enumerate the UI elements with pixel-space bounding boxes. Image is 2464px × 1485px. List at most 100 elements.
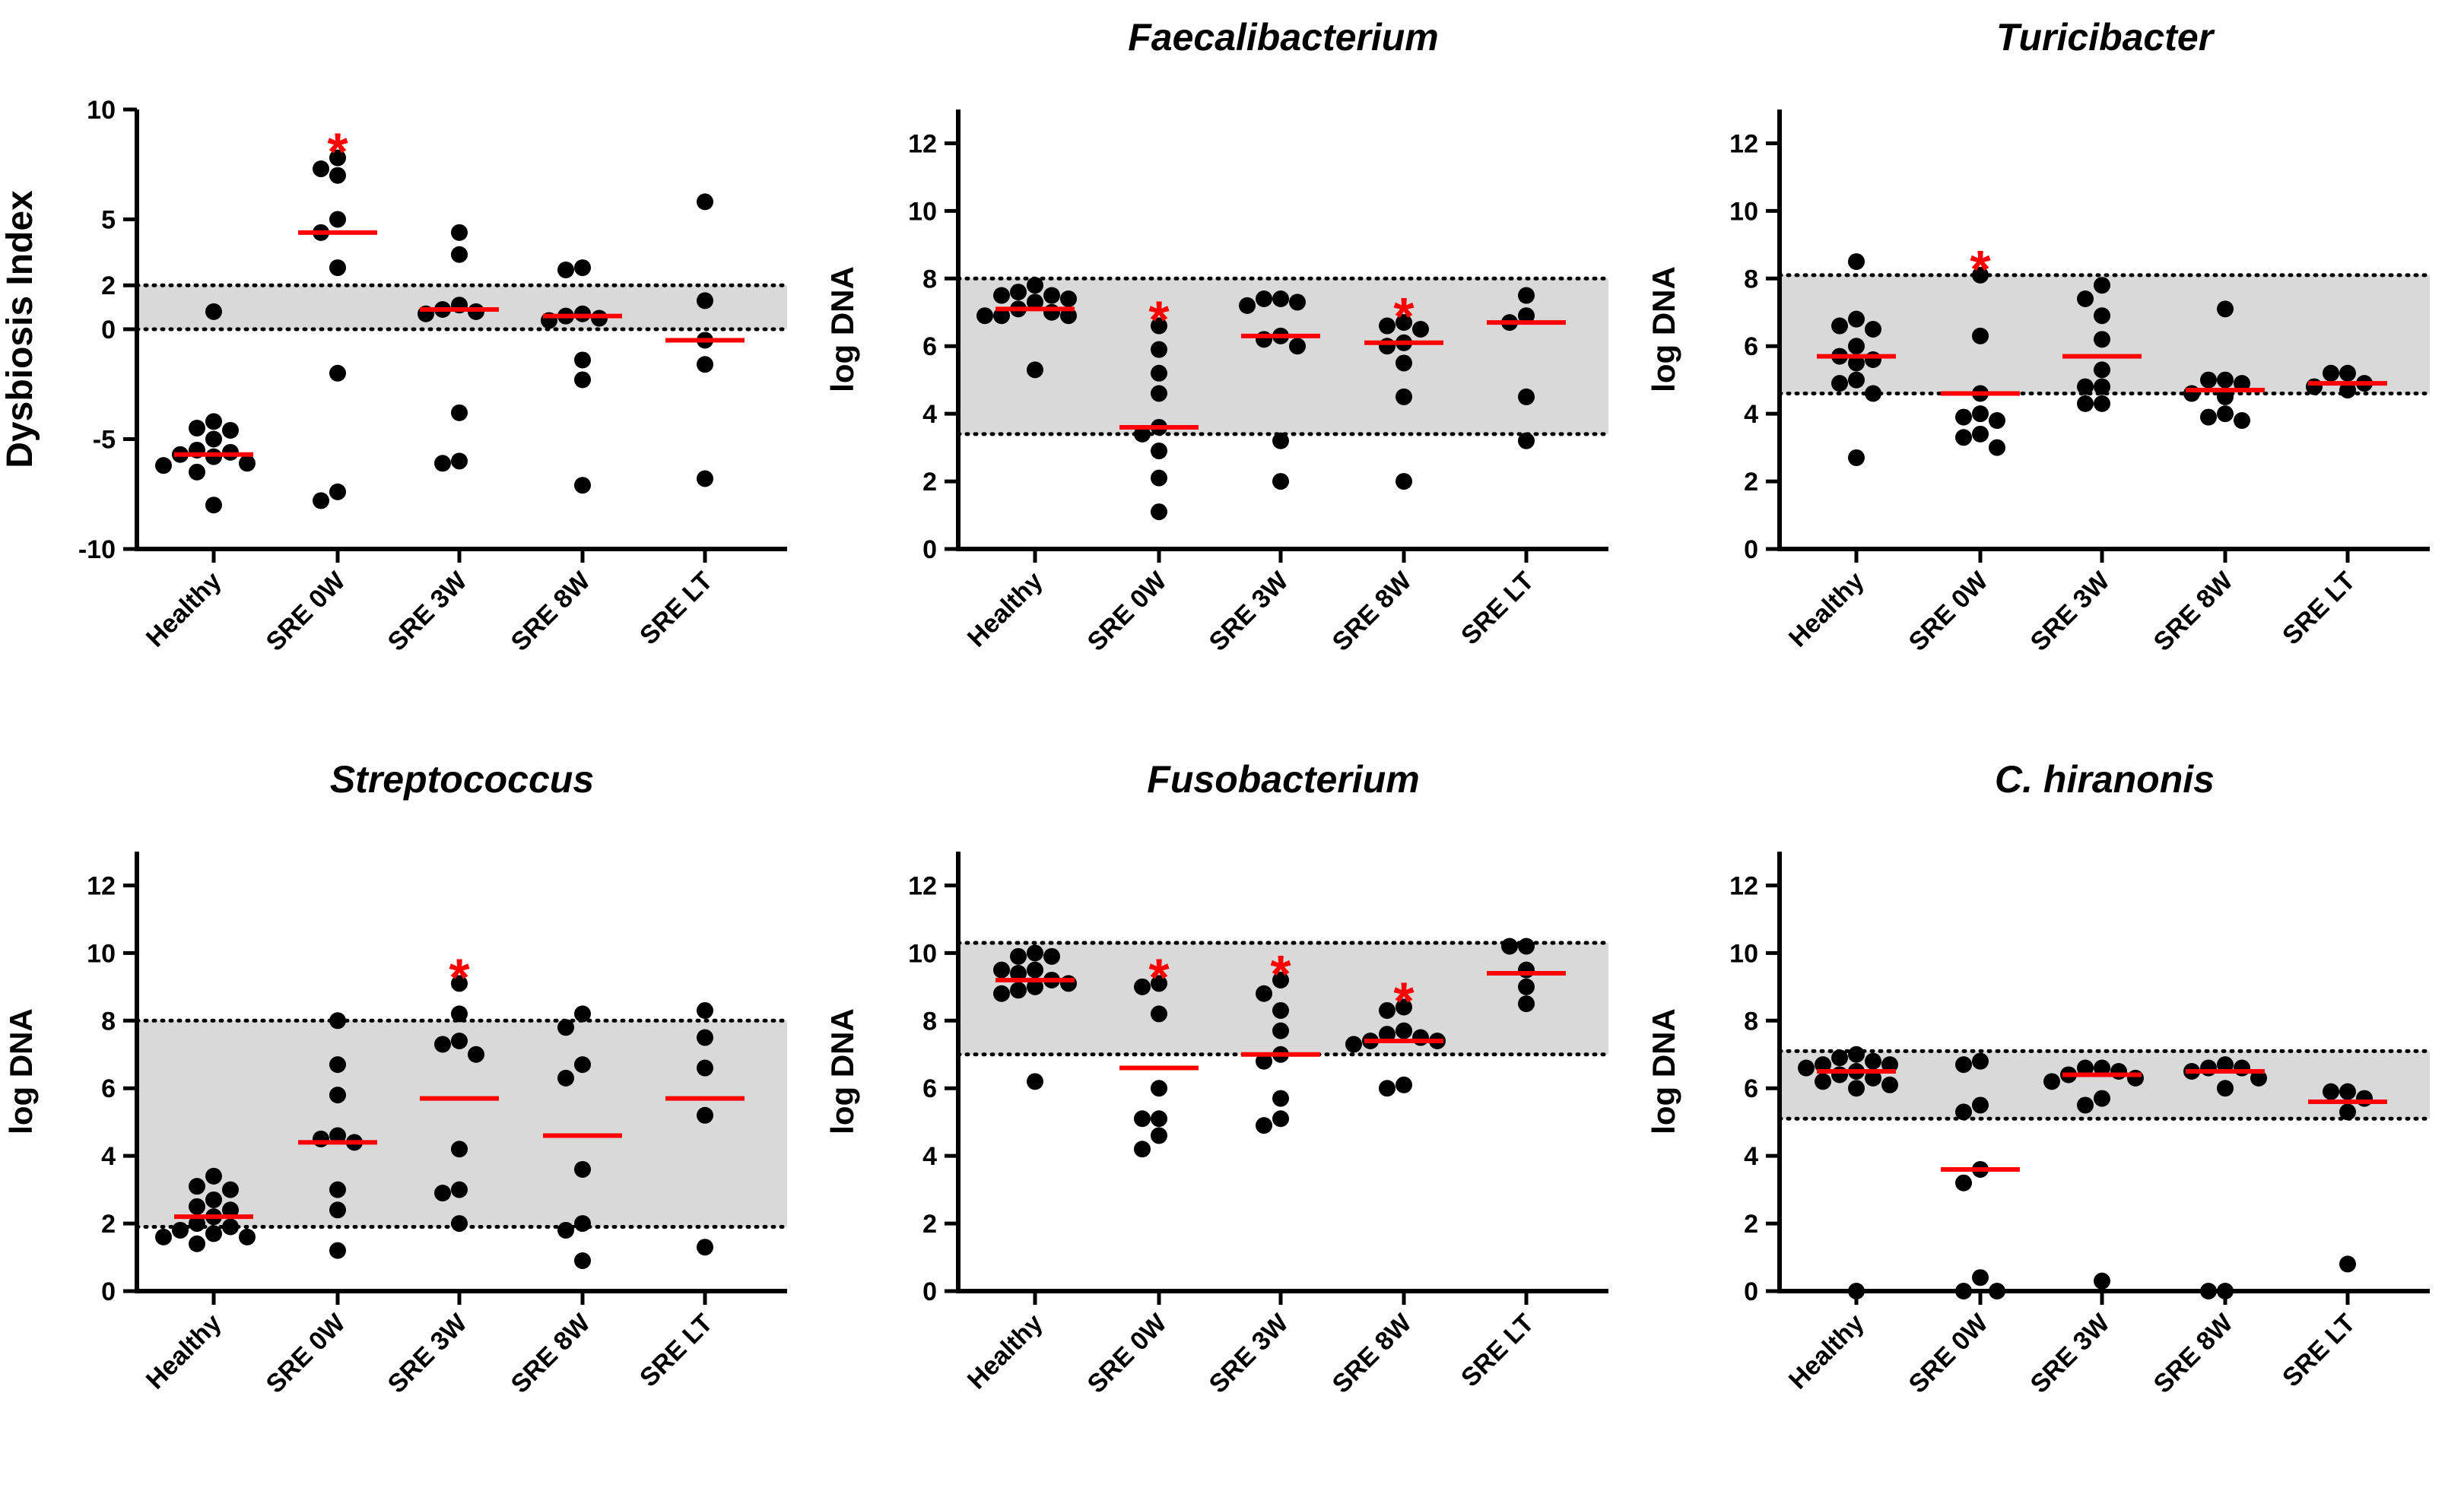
y-tick-label: 10 bbox=[87, 96, 116, 125]
data-point bbox=[1989, 412, 2005, 430]
x-tick-label: SRE LT bbox=[2277, 1309, 2361, 1393]
data-point bbox=[1848, 449, 1865, 466]
data-point bbox=[1989, 439, 2005, 456]
data-point bbox=[451, 1181, 468, 1198]
chart-svg: 0 2 4 6 8 10 12 Healthy SRE 0W SRE 3W SRE 8W SRE LT… bbox=[824, 758, 1611, 1399]
data-point bbox=[1412, 321, 1429, 338]
x-tick-label: Healthy bbox=[1783, 566, 1870, 653]
data-point bbox=[329, 1056, 346, 1074]
data-point bbox=[2356, 1090, 2373, 1107]
significance-star: * bbox=[1970, 240, 1991, 299]
data-point bbox=[451, 1032, 468, 1049]
panel-dysbiosis-index: -10 -5 0 2 5 10 Healthy SRE 0W SRE 3W SRE 8W SRE L… bbox=[0, 0, 821, 742]
data-point bbox=[1151, 385, 1167, 402]
y-tick-label: 2 bbox=[922, 1210, 937, 1239]
y-tick-label: 0 bbox=[1744, 1277, 1758, 1306]
data-point bbox=[1272, 290, 1289, 307]
x-tick-label: SRE 0W bbox=[1904, 566, 1995, 657]
y-tick-label: -10 bbox=[78, 535, 116, 564]
y-tick-label: 5 bbox=[101, 206, 116, 235]
data-point bbox=[434, 455, 451, 472]
data-point bbox=[1134, 978, 1151, 995]
y-axis-label: log DNA bbox=[1646, 266, 1681, 392]
data-point bbox=[697, 1029, 713, 1046]
y-tick-label: 4 bbox=[922, 400, 937, 429]
y-tick-label: 12 bbox=[908, 871, 937, 900]
data-point bbox=[2183, 385, 2200, 402]
data-point bbox=[451, 1215, 468, 1233]
data-point bbox=[329, 1012, 346, 1030]
data-point bbox=[189, 420, 205, 437]
data-point bbox=[2110, 1063, 2127, 1080]
data-point bbox=[1010, 982, 1027, 999]
data-point bbox=[2323, 1083, 2339, 1100]
data-point bbox=[574, 1160, 591, 1178]
data-point bbox=[976, 307, 993, 325]
x-tick-label: Healthy bbox=[141, 566, 227, 653]
data-point bbox=[451, 1141, 468, 1158]
data-point bbox=[205, 1191, 222, 1208]
y-tick-label: 2 bbox=[922, 468, 937, 497]
data-point bbox=[205, 1225, 222, 1242]
data-point bbox=[1972, 425, 1989, 443]
x-tick-label: SRE LT bbox=[634, 1309, 719, 1393]
data-point bbox=[2094, 1090, 2110, 1107]
y-tick-label: 4 bbox=[922, 1142, 937, 1171]
data-point bbox=[993, 287, 1010, 304]
x-tick-label: SRE 3W bbox=[1204, 566, 1295, 657]
data-point bbox=[1379, 1026, 1396, 1043]
data-point bbox=[1972, 1269, 1989, 1287]
data-point bbox=[1955, 1174, 1972, 1191]
y-tick-label: 6 bbox=[1744, 1074, 1758, 1103]
chart-svg: 0 2 4 6 8 10 12 Healthy SRE 0W SRE 3W SRE 8W SRE LT… bbox=[3, 758, 789, 1399]
x-tick-label: SRE 0W bbox=[261, 1308, 352, 1399]
data-point bbox=[1256, 290, 1272, 307]
x-tick-label: SRE 8W bbox=[1327, 566, 1418, 657]
data-point bbox=[2217, 1056, 2234, 1074]
data-point bbox=[1060, 307, 1077, 325]
data-point bbox=[1151, 1005, 1167, 1023]
data-point bbox=[2094, 395, 2110, 412]
x-tick-label: SRE LT bbox=[634, 566, 719, 651]
data-point bbox=[1027, 961, 1043, 979]
data-point bbox=[697, 1059, 713, 1077]
y-tick-label: 8 bbox=[101, 1007, 116, 1036]
data-point bbox=[1272, 473, 1289, 490]
y-tick-label: 0 bbox=[922, 535, 937, 564]
data-point bbox=[2339, 1255, 2356, 1273]
data-point bbox=[2339, 1103, 2356, 1121]
data-point bbox=[1396, 1076, 1412, 1093]
chart-svg: 0 2 4 6 8 10 12 Healthy SRE 0W SRE 3W SRE 8W SRE LT… bbox=[1646, 16, 2432, 657]
data-point bbox=[2127, 1069, 2144, 1087]
data-point bbox=[1972, 327, 1989, 344]
x-tick-label: SRE 0W bbox=[261, 566, 352, 657]
data-point bbox=[574, 1005, 591, 1023]
data-point bbox=[1412, 1029, 1429, 1046]
y-tick-label: 12 bbox=[1729, 129, 1758, 158]
y-tick-label: 6 bbox=[101, 1074, 116, 1103]
data-point bbox=[1815, 1056, 1831, 1074]
y-tick-label: 12 bbox=[87, 871, 116, 900]
chart-svg: 0 2 4 6 8 10 12 Healthy SRE 0W SRE 3W SRE 8W SRE LT… bbox=[824, 16, 1611, 657]
data-point bbox=[1518, 961, 1535, 979]
y-tick-label: 2 bbox=[1744, 468, 1758, 497]
x-tick-label: SRE 0W bbox=[1082, 1308, 1173, 1399]
y-tick-label: 10 bbox=[1729, 197, 1758, 226]
data-point bbox=[329, 1181, 346, 1198]
chart-svg: -10 -5 0 2 5 10 Healthy SRE 0W SRE 3W SRE 8W SRE L… bbox=[0, 96, 789, 657]
data-point bbox=[1972, 1096, 1989, 1114]
data-point bbox=[329, 1087, 346, 1104]
x-tick-label: Healthy bbox=[1783, 1309, 1870, 1395]
data-point bbox=[2306, 378, 2323, 395]
data-point bbox=[239, 455, 256, 472]
y-tick-label: 10 bbox=[908, 197, 937, 226]
data-point bbox=[1865, 1052, 1881, 1070]
y-tick-label: 2 bbox=[101, 1210, 116, 1239]
y-tick-label: 6 bbox=[1744, 332, 1758, 361]
significance-star: * bbox=[1393, 287, 1415, 346]
data-point bbox=[2200, 1059, 2217, 1077]
x-tick-label: SRE 3W bbox=[2025, 1308, 2116, 1399]
data-point bbox=[451, 404, 468, 421]
data-point bbox=[434, 1185, 451, 1202]
data-point bbox=[2339, 1083, 2356, 1100]
